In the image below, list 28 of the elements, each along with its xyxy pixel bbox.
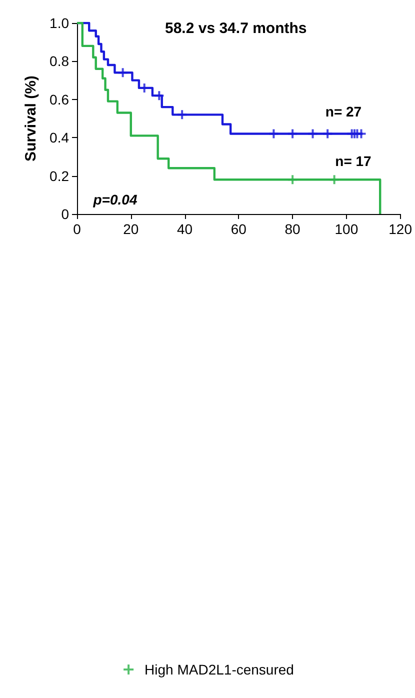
x-tick-label: 80 bbox=[284, 221, 301, 237]
point bbox=[117, 67, 128, 78]
point bbox=[268, 128, 280, 140]
y-tick-label: 1.0 bbox=[50, 15, 70, 31]
y-tick-label: 0.4 bbox=[50, 130, 70, 146]
x-tick-label: 0 bbox=[73, 221, 82, 237]
point bbox=[287, 174, 298, 186]
point bbox=[154, 90, 165, 102]
y-tick-label: 0.2 bbox=[50, 168, 70, 184]
point bbox=[322, 128, 334, 140]
legend-label: High MAD2L1-censured bbox=[144, 662, 294, 678]
x-tick-label: 40 bbox=[176, 221, 193, 237]
y-tick-label: 0.6 bbox=[50, 91, 70, 108]
point bbox=[287, 128, 298, 140]
annotation: n= 17 bbox=[335, 153, 372, 170]
x-tick-label: 100 bbox=[334, 221, 358, 237]
chart-title: 58.2 vs 34.7 months bbox=[165, 20, 307, 37]
x-tick-label: 120 bbox=[388, 221, 412, 237]
x-tick-label: 60 bbox=[230, 221, 247, 237]
annotation: n= 27 bbox=[325, 104, 362, 120]
point bbox=[176, 109, 188, 120]
x-tick-label: 20 bbox=[123, 221, 139, 237]
y-tick-label: 0 bbox=[61, 206, 70, 222]
point bbox=[307, 128, 318, 140]
annotation: p=0.04 bbox=[92, 191, 138, 208]
y-axis-title: Survival (%) bbox=[22, 76, 40, 162]
y-tick-label: 0.8 bbox=[50, 53, 70, 70]
point bbox=[328, 174, 340, 186]
